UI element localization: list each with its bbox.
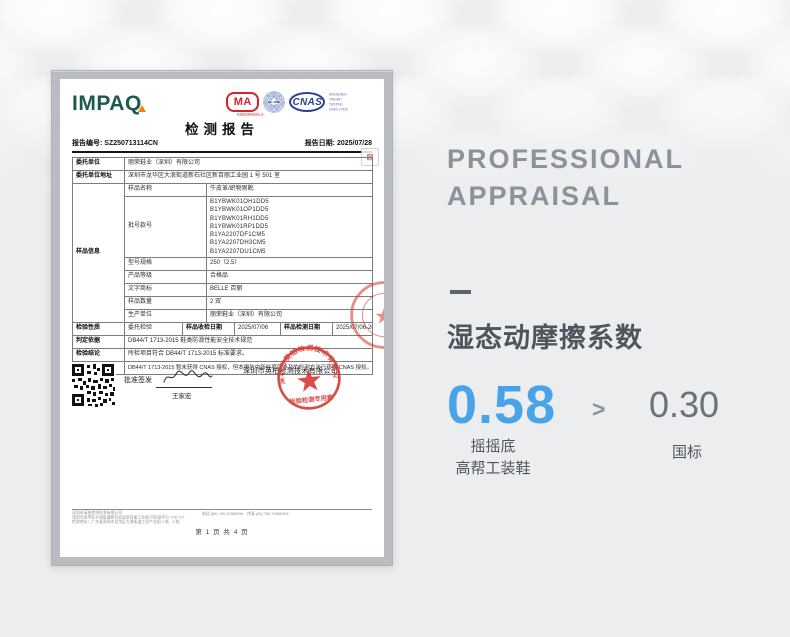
sample-info-label: 样品信息 (72, 182, 125, 324)
spec-label: 型号规格 (124, 257, 207, 272)
stamp-star-icon (297, 368, 321, 392)
batch-code: B1YA2207DU1CM5 (210, 248, 266, 255)
report-photo-frame: IMPAQ MA 检验检测机构资质认定 ilac-MRA CNAS SHENZH… (51, 70, 393, 566)
impaq-logo: IMPAQ (72, 92, 146, 116)
comparator-symbol: > (592, 396, 606, 422)
table-row: 样品数量 2 双 (73, 296, 374, 311)
stamp-banner-text: 检验检测专用章 (289, 392, 334, 406)
impaq-logo-text: IMPAQ (72, 92, 142, 115)
spec-value: 250（2.5） (205, 257, 374, 272)
lab-company-name: 深圳市英柏检测技术有限公司 (243, 368, 338, 375)
producer-label: 生产单位 (124, 309, 207, 324)
qr-code (70, 362, 116, 408)
table-row: 检验性质 委托检验 样品收检日期 2025/07/06 样品检测日期 2025/… (72, 322, 373, 337)
judgment-basis-label: 判定依据 (72, 335, 125, 350)
report-meta-row: 报告编号: SZ250713114CN 报告日期: 2025/07/28 (72, 138, 372, 153)
handwritten-signature (163, 370, 213, 383)
batch-code: B1YBWK01RP1DD5 (210, 223, 269, 230)
ilac-mra-text: ilac-MRA (268, 99, 281, 105)
batch-code: B1YBWK01OH1DD5 (210, 199, 269, 205)
batch-code: B1YBWK01RH1DD5 (210, 215, 269, 222)
cnas-side-line: TESTING (329, 102, 344, 107)
table-row: 委托单位地址 深圳市龙华区大浪街道新石社区新百丽工业园 1 号 501 室 (72, 170, 374, 184)
table-row: 检验结论 所检项目符合 DB44/T 1713-2015 标准要求。 (72, 348, 373, 363)
appraisal-heading-line1: PROFESSIONAL (447, 144, 685, 174)
cnas-accreditation-lines: SHENZHEN YINGBO TESTING CNAS L7925 (329, 92, 376, 112)
result-label-line2: 高帮工装鞋 (455, 460, 531, 477)
footer-address-line: 深圳市英柏检测技术有限公司 (72, 511, 123, 515)
conclusion-label: 检验结论 (72, 348, 125, 363)
cma-text: MA (233, 96, 252, 108)
cnas-oval-icon: CNAS (289, 92, 326, 112)
footer-address-block: 深圳市英柏检测技术有限公司 深圳市龙华区大浪街道新石社区新百丽工业园 内实验中心… (72, 511, 292, 525)
signer-name: 王家宏 (172, 393, 192, 400)
report-table: 委托单位 丽荣鞋业（深圳）有限公司 委托单位地址 深圳市龙华区大浪街道新石社区新… (72, 157, 374, 376)
standard-value-label: 国标 (671, 444, 702, 461)
quantity-label: 样品数量 (124, 296, 207, 311)
trademark-label: 文字商标 (124, 283, 207, 298)
cnas-side-line: CNAS L7925 (329, 107, 348, 112)
sample-name-label: 样品名称 (124, 183, 207, 197)
client-value: 丽荣鞋业（深圳）有限公司 (123, 157, 374, 171)
report-title: 检测报告 (185, 122, 259, 137)
grade-label: 产品等级 (124, 270, 207, 285)
approval-label: 批准签发 (124, 377, 152, 384)
sample-tested-label: 样品检测日期 (280, 322, 333, 337)
sample-received-value: 2025/07/06 (234, 322, 281, 337)
report-date: 报告日期: 2025/07/28 (304, 140, 372, 147)
result-label-line1: 摇摇底 (470, 438, 516, 455)
client-address-value: 深圳市龙华区大浪街道新石社区新百丽工业园 1 号 501 室 (123, 170, 374, 184)
table-row: 文字商标 BELLE 百丽 (73, 283, 374, 298)
batch-code: B1YA2207DF1CM5 (210, 232, 266, 239)
batch-codes-value: B1YBWK01OH1DD5 B1YBWK01OP1DD5 B1YBWK01RH… (205, 195, 374, 259)
cnas-side-line: SHENZHEN (329, 92, 347, 97)
footer-address-line: 深圳市龙华区大浪街道新石社区新百丽工业园 内实验中心 706-717 (72, 515, 185, 520)
batch-code: B1YBWK01OP1DD5 (210, 207, 269, 214)
cma-mark: MA 检验检测机构资质认定 (226, 92, 264, 116)
red-company-stamp: 深圳市英柏检测技术有限公司 检验检测专用章 (273, 342, 341, 410)
page-number: 第 1 页 共 4 页 (195, 529, 249, 536)
table-row: 委托单位 丽荣鞋业（深圳）有限公司 (72, 157, 374, 171)
inspection-nature-value: 委托检验 (124, 322, 183, 337)
ilac-mra-medallion-icon: ilac-MRA (263, 91, 286, 113)
client-label: 委托单位 (72, 157, 125, 171)
table-row: 产品等级 合格品 (73, 270, 374, 285)
edge-partial-stamp (350, 281, 384, 349)
cma-badge-icon: MA (226, 92, 260, 112)
batch-codes-label: 批号款号 (124, 195, 207, 259)
metric-title: 湿态动摩擦系数 (447, 323, 643, 353)
result-value: 0.58 (447, 375, 557, 435)
cnas-side-line: YINGBO (329, 97, 342, 102)
report-number: 报告编号: SZ250713114CN (72, 140, 158, 147)
appraisal-heading: PROFESSIONAL APPRAISAL (447, 141, 684, 215)
client-address-label: 委托单位地址 (72, 170, 125, 184)
result-value-label: 摇摇底 高帮工装鞋 (447, 436, 539, 480)
remark-value: DB44/T 1713-2015 暂未获得 CNAS 授权，但本报告中所检项目涉… (124, 361, 373, 376)
report-page: IMPAQ MA 检验检测机构资质认定 ilac-MRA CNAS SHENZH… (60, 79, 384, 557)
appraisal-heading-line2: APPRAISAL (447, 181, 622, 211)
signature-line (156, 387, 212, 388)
impaq-logo-triangle-icon (138, 105, 146, 112)
sample-name-value: 牛皮革/织物男靴 (205, 183, 374, 197)
table-row: 批号款号 B1YBWK01OH1DD5 B1YBWK01OP1DD5 B1YBW… (73, 195, 374, 259)
footer-contact: 电话 (86) 755 32966298 传真 (86) 755 3296620… (202, 512, 289, 516)
inspection-nature-label: 检验性质 (72, 322, 125, 337)
section-divider (450, 290, 471, 294)
cnas-text: CNAS (292, 96, 323, 108)
footer-address-line: 检测地址：广东省深圳市龙华区大浪街道工业产业园 2 栋、3 栋 (72, 520, 180, 525)
cma-caption: 检验检测机构资质认定 (237, 113, 264, 117)
certification-marks: MA 检验检测机构资质认定 ilac-MRA CNAS SHENZHEN YIN… (226, 91, 376, 116)
batch-code: B1YA2207DH3CM5 (210, 240, 266, 247)
table-row: 样品信息 样品名称 牛皮革/织物男靴 (72, 182, 374, 324)
sample-received-label: 样品收检日期 (182, 322, 235, 337)
table-row: 判定依据 DB44/T 1713-2015 鞋类防滑性能安全技术规范 (72, 335, 373, 350)
standard-value: 0.30 (649, 384, 720, 425)
footer-divider (72, 509, 372, 510)
